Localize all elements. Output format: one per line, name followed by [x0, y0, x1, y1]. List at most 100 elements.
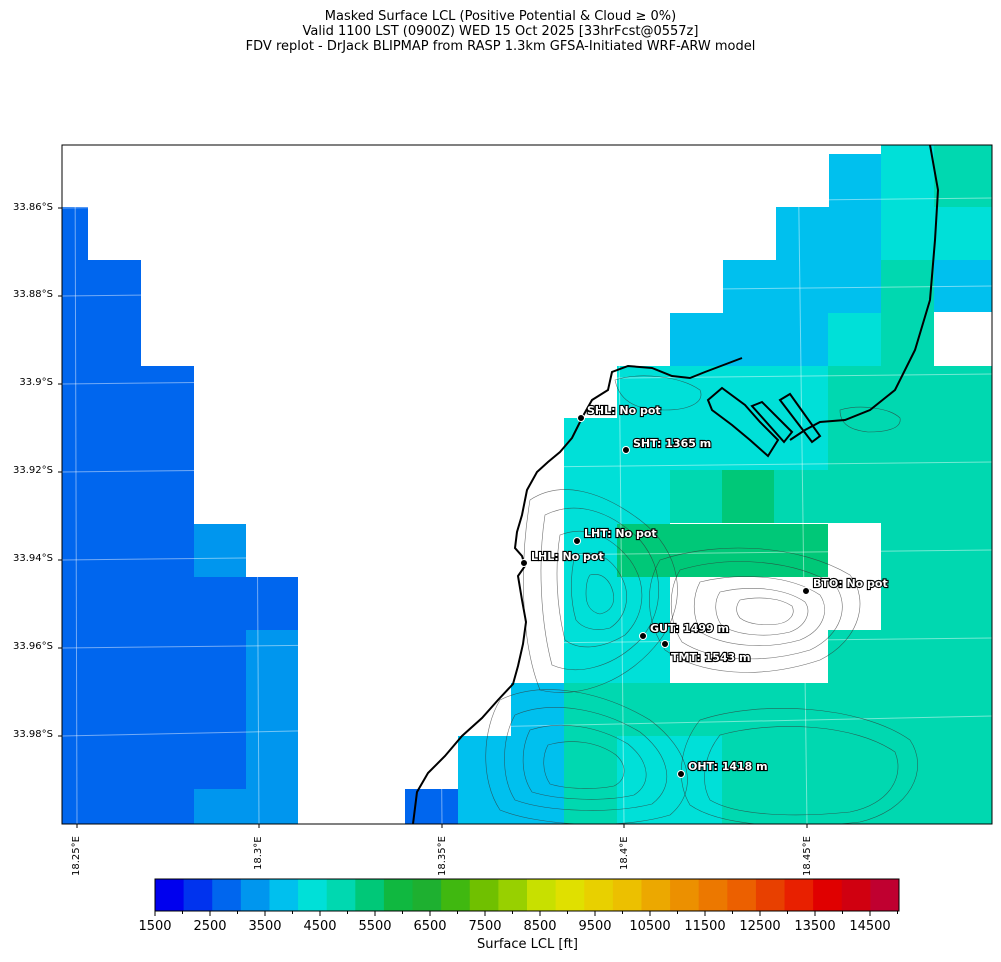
station-dot: [577, 414, 585, 422]
map-title-line-1: Masked Surface LCL (Positive Potential &…: [324, 9, 677, 24]
map-title-line-2: Valid 1100 LST (0900Z) WED 15 Oct 2025 […: [302, 24, 699, 39]
colorbar-tick-5500: 5500: [358, 919, 392, 934]
colorbar-swatch: [212, 879, 242, 911]
station-marker: LHT: No pot: [573, 526, 658, 545]
lcl-cell: [194, 577, 246, 789]
lcl-cell: [829, 154, 881, 313]
station-marker: BTO: No pot: [802, 576, 889, 595]
lcl-cell: [246, 577, 298, 630]
lcl-cell: [828, 313, 881, 366]
station-dot: [661, 640, 669, 648]
station-label: SHL: No pot: [587, 404, 661, 417]
colorbar-swatch: [555, 879, 585, 911]
colorbar-swatch: [383, 879, 414, 911]
station-dot: [520, 559, 528, 567]
colorbar-swatch: [441, 879, 471, 911]
colorbar-label: Surface LCL [ft]: [477, 937, 578, 952]
station-dot: [677, 770, 685, 778]
colorbar-tick-9500: 9500: [578, 919, 612, 934]
colorbar-tick-12500: 12500: [739, 919, 781, 934]
colorbar-swatch: [841, 879, 871, 911]
colorbar: [154, 878, 900, 916]
lat-label-33-92: 33.92°S: [13, 465, 53, 476]
lcl-cell: [194, 789, 298, 824]
lcl-cell: [194, 524, 246, 577]
map-title-line-3: FDV replot - DrJack BLIPMAP from RASP 1.…: [245, 39, 756, 54]
lat-label-33-98: 33.98°S: [13, 729, 53, 740]
station-dot: [622, 446, 630, 454]
lcl-cell: [564, 736, 617, 824]
lcl-cell: [670, 366, 828, 470]
colorbar-tick-11500: 11500: [684, 919, 726, 934]
lcl-cell: [776, 207, 829, 366]
colorbar-swatch: [326, 879, 356, 911]
colorbar-swatch: [755, 879, 786, 911]
lat-label-33-90: 33.9°S: [19, 377, 53, 388]
station-label: LHT: No pot: [584, 527, 657, 540]
station-label: TMT: 1543 m: [671, 651, 751, 664]
lcl-cell: [564, 683, 828, 736]
colorbar-tick-1500: 1500: [138, 919, 172, 934]
station-marker: OHT: 1418 m: [677, 759, 769, 778]
colorbar-swatch: [355, 879, 385, 911]
lcl-cell: [617, 524, 828, 577]
colorbar-tick-13500: 13500: [794, 919, 836, 934]
colorbar-swatch: [641, 879, 671, 911]
colorbar-tick-14500: 14500: [849, 919, 891, 934]
lcl-cell: [934, 145, 992, 207]
station-dot: [802, 587, 810, 595]
colorbar-swatch: [240, 879, 270, 911]
lcl-cell: [774, 470, 828, 523]
colorbar-swatch: [298, 879, 328, 911]
station-dot: [573, 537, 581, 545]
lat-label-33-88: 33.88°S: [13, 289, 53, 300]
lon-label-18-30: 18.3°E: [253, 836, 264, 870]
colorbar-swatch: [155, 879, 185, 911]
harbour-outline: [706, 386, 822, 458]
colorbar-swatch: [727, 879, 757, 911]
colorbar-tick-6500: 6500: [413, 919, 447, 934]
lcl-cell: [88, 260, 141, 824]
axis-ticks: [58, 207, 808, 828]
lcl-cell: [828, 630, 881, 824]
colorbar-swatch: [469, 879, 499, 911]
colorbar-tick-2500: 2500: [193, 919, 227, 934]
lcl-cell: [881, 630, 992, 683]
station-label: GUT: 1499 m: [650, 622, 729, 635]
colorbar-swatch: [870, 879, 900, 911]
colorbar-swatch: [584, 879, 614, 911]
lat-label-33-86: 33.86°S: [13, 202, 53, 213]
lon-label-18-40: 18.4°E: [619, 836, 630, 870]
gridlines: [62, 145, 992, 824]
colorbar-swatch: [813, 879, 843, 911]
station-label: OHT: 1418 m: [688, 760, 768, 773]
colorbar-swatch: [670, 879, 700, 911]
station-label: LHL: No pot: [531, 550, 604, 563]
lat-label-33-96: 33.96°S: [13, 641, 53, 652]
terrain-contours: [485, 375, 918, 824]
lcl-cell: [458, 736, 511, 824]
lcl-cell: [670, 470, 722, 523]
station-label: BTO: No pot: [813, 577, 888, 590]
plot-frame: [61, 144, 993, 825]
station-marker: GUT: 1499 m: [639, 621, 730, 640]
lcl-cell: [722, 736, 828, 824]
station-marker: LHL: No pot: [520, 549, 605, 567]
colorbar-swatch: [612, 879, 642, 911]
colorbar-tick-4500: 4500: [303, 919, 337, 934]
colorbar-tick-3500: 3500: [248, 919, 282, 934]
lcl-cell: [722, 470, 774, 523]
colorbar-tick-8500: 8500: [523, 919, 557, 934]
colorbar-swatch: [698, 879, 728, 911]
colorbar-tick-10500: 10500: [629, 919, 671, 934]
lcl-cell: [617, 736, 670, 824]
colorbar-swatch: [527, 879, 557, 911]
lcl-cell: [934, 207, 992, 260]
colorbar-swatch: [412, 879, 442, 911]
station-label: SHT: 1365 m: [633, 437, 711, 450]
station-dot: [639, 632, 647, 640]
lon-label-18-35: 18.35°E: [437, 836, 448, 876]
station-layer: SHL: No pot SHT: 1365 m LHT: No pot LHL: No…: [520, 403, 889, 778]
lcl-cell: [934, 260, 992, 312]
